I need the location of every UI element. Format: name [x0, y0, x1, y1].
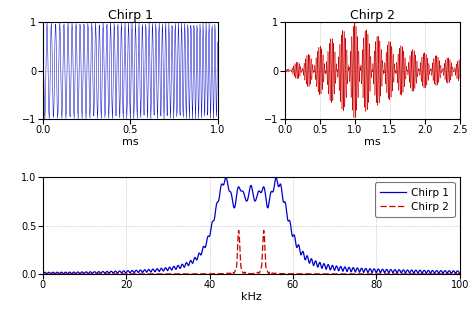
Chirp 1 [341, 267, 346, 271]
Chirp 1 [457, 272, 463, 276]
Chirp 1 [412, 269, 418, 273]
X-axis label: kHz: kHz [241, 292, 262, 302]
Chirp 1 [344, 270, 350, 273]
Chirp 1 [66, 270, 72, 274]
Chirp 2 [412, 272, 418, 276]
Line: Chirp 2: Chirp 2 [43, 231, 460, 274]
Chirp 2 [457, 272, 463, 276]
X-axis label: ms: ms [122, 137, 138, 146]
Chirp 2 [318, 272, 323, 276]
X-axis label: ms: ms [364, 137, 381, 146]
Chirp 2 [41, 272, 47, 276]
Chirp 1 [40, 272, 46, 276]
Chirp 2 [344, 272, 350, 276]
Chirp 2 [47, 272, 53, 276]
Chirp 2 [261, 229, 266, 232]
Legend: Chirp 1, Chirp 2: Chirp 1, Chirp 2 [375, 182, 455, 217]
Title: Chirp 1: Chirp 1 [108, 9, 153, 22]
Line: Chirp 1: Chirp 1 [43, 177, 460, 274]
Chirp 2 [341, 272, 346, 276]
Chirp 2 [66, 272, 72, 276]
Chirp 1 [47, 271, 53, 275]
Chirp 2 [40, 272, 46, 276]
Chirp 1 [318, 262, 323, 266]
Chirp 1 [223, 175, 229, 179]
Title: Chirp 2: Chirp 2 [350, 9, 395, 22]
